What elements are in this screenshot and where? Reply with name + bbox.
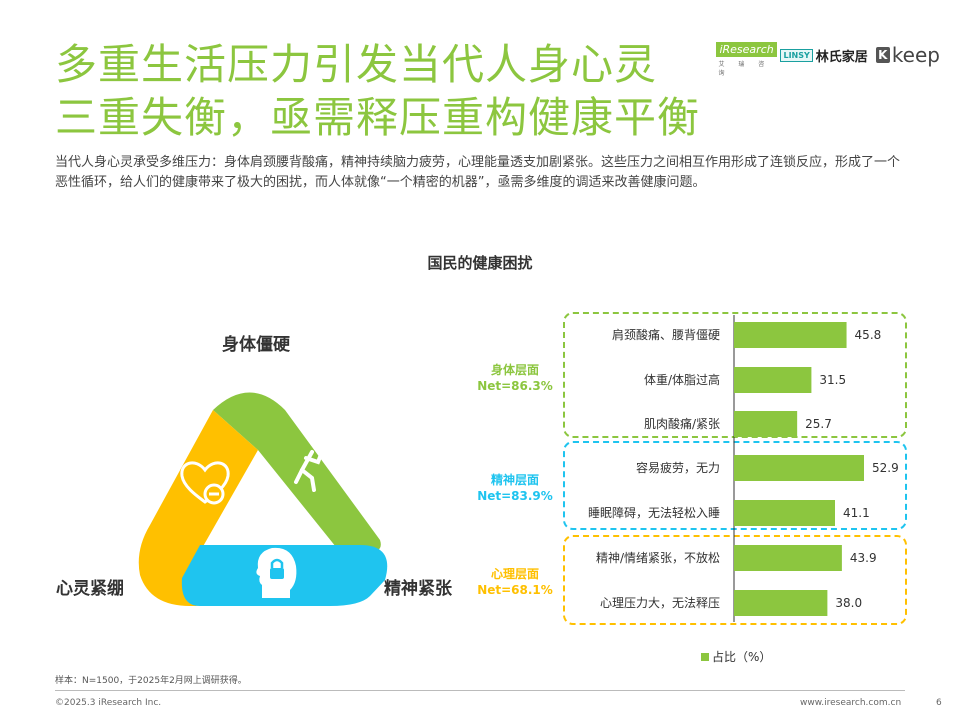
category-label: 容易疲劳，无力 <box>636 460 720 475</box>
footer-divider <box>55 690 905 691</box>
category-label: 肌肉酸痛/紧张 <box>644 416 720 431</box>
value-label: 41.1 <box>843 506 870 520</box>
chart-title: 国民的健康困扰 <box>427 254 533 272</box>
heart-minus-icon <box>180 461 230 505</box>
partner-logos: iResearch 艾 瑞 咨 询 LINSY 林氏家居 K keep <box>716 40 940 77</box>
bar <box>734 455 864 481</box>
bar <box>734 545 842 571</box>
group-label-spirit: 精神层面 Net=83.9% <box>477 473 553 503</box>
legend-swatch <box>701 652 709 661</box>
group-box-mind <box>563 535 907 625</box>
bar <box>734 590 828 616</box>
category-label: 心理压力大，无法释压 <box>600 596 720 610</box>
footnote: 样本：N=1500，于2025年2月网上调研获得。 <box>55 676 247 686</box>
title-line-1: 多重生活压力引发当代人身心灵 <box>55 40 658 89</box>
bar <box>734 322 847 348</box>
triangle-body-segment <box>213 392 381 553</box>
description-text: 当代人身心灵承受多维压力：身体肩颈腰背酸痛，精神持续脑力疲劳，心理能量透支加剧紧… <box>55 155 901 190</box>
title-line-2: 三重失衡，亟需释压重构健康平衡 <box>55 93 701 142</box>
group-label-body: 身体层面 Net=86.3% <box>477 363 553 393</box>
page-number: 6 <box>936 698 942 708</box>
category-label: 体重/体脂过高 <box>644 372 720 387</box>
legend-label: 占比（%） <box>712 650 772 664</box>
value-label: 25.7 <box>805 417 832 431</box>
page-title: 多重生活压力引发当代人身心灵 三重失衡，亟需释压重构健康平衡 <box>55 38 715 144</box>
triangle-left-label: 心灵紧绷 <box>56 579 124 599</box>
bar <box>734 411 798 437</box>
value-label: 52.9 <box>872 461 899 475</box>
linsy-logo: LINSY 林氏家居 <box>780 46 868 65</box>
bar <box>734 367 812 393</box>
triangle-top-label: 身体僵硬 <box>222 335 290 355</box>
chart-legend: 占比（%） <box>701 648 771 665</box>
triangle-diagram <box>138 392 388 606</box>
footer-url: www.iresearch.com.cn <box>800 698 902 708</box>
footer-copyright: ©2025.3 iResearch Inc. <box>55 698 162 708</box>
group-box-spirit <box>563 441 907 530</box>
category-label: 睡眠障碍，无法轻松入睡 <box>588 505 720 520</box>
group-label-mind: 心理层面 Net=68.1% <box>477 567 553 597</box>
value-label: 31.5 <box>819 373 846 387</box>
value-label: 43.9 <box>850 551 877 565</box>
triangle-right-label: 精神紧张 <box>384 579 452 599</box>
iresearch-logo: iResearch 艾 瑞 咨 询 <box>716 42 777 77</box>
category-label: 肩颈酸痛、腰背僵硬 <box>612 327 720 342</box>
bar <box>734 500 836 526</box>
triangle-mind-segment <box>138 410 258 606</box>
head-lock-icon <box>256 547 297 598</box>
running-person-icon <box>294 438 324 492</box>
value-label: 45.8 <box>855 328 882 342</box>
value-label: 38.0 <box>835 596 862 610</box>
keep-logo: K keep <box>875 43 940 67</box>
category-label: 精神/情绪紧张，不放松 <box>596 550 720 565</box>
